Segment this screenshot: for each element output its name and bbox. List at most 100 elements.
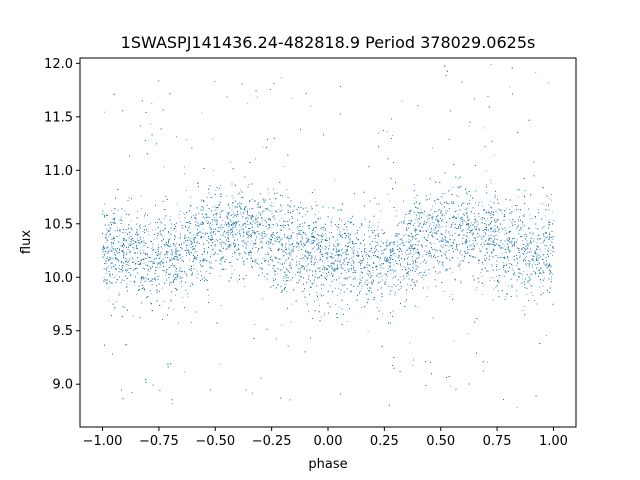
data-point [139,242,140,244]
data-point [490,182,492,184]
data-point [208,238,209,239]
data-point [271,205,272,207]
data-point [316,259,317,261]
data-point [340,267,342,268]
data-point [186,293,188,294]
data-point [345,234,347,236]
data-point [232,198,234,199]
data-point [323,284,324,286]
data-point [313,229,315,231]
data-point [488,240,490,241]
chart-title: 1SWASPJ141436.24-482818.9 Period 378029.… [121,33,536,52]
data-point [413,268,415,270]
data-point [388,260,390,262]
data-point [432,205,433,207]
data-point [508,285,509,287]
data-point [315,255,316,257]
data-point [256,231,258,233]
data-point [475,202,476,204]
data-point [494,245,495,247]
data-point [297,238,299,239]
data-point [460,269,461,271]
data-point [534,264,536,266]
data-point [526,294,528,295]
data-point [486,249,487,251]
data-point [533,238,535,240]
data-point [462,260,463,261]
data-point [525,253,527,254]
data-point [222,210,224,211]
data-point [529,261,531,263]
data-point [171,250,173,252]
data-point [186,255,188,256]
data-point [185,245,187,246]
data-point [501,213,503,215]
data-point [466,248,468,250]
data-point [526,256,528,258]
data-point [271,212,273,214]
data-point [482,222,483,224]
data-point [485,170,487,172]
data-point [108,287,110,289]
data-point [336,226,338,227]
data-point [219,226,221,228]
data-point [310,105,312,107]
data-point [301,266,303,268]
data-point [470,230,471,232]
data-point [247,231,249,233]
data-point [238,214,239,215]
data-point [522,214,524,216]
data-point [305,250,307,251]
data-point [261,238,263,240]
data-point [474,240,476,242]
data-point [333,279,335,281]
data-point [332,249,334,251]
data-point [408,222,410,224]
data-point [464,215,465,216]
data-point [289,219,290,221]
data-point [494,219,496,221]
data-point [407,273,409,274]
data-point [128,196,130,198]
data-point [505,271,507,272]
data-point [473,242,474,244]
data-point [129,242,131,244]
data-point [136,223,138,225]
data-point [114,217,116,219]
data-point [453,340,455,342]
data-point [122,256,124,258]
data-point [267,274,269,276]
data-point [431,235,433,236]
data-point [263,258,265,260]
data-point [482,285,484,287]
data-point [435,233,437,235]
data-point [271,260,273,261]
data-point [503,233,505,235]
data-point [380,292,382,294]
data-point [168,273,169,275]
data-point [117,227,119,229]
data-point [322,247,324,249]
data-point [207,252,209,254]
data-point [550,272,552,274]
data-point [417,222,419,223]
data-point [115,257,117,259]
data-point [142,231,144,233]
data-point [476,236,478,238]
data-point [428,287,429,289]
data-point [160,252,162,254]
data-point [199,262,201,264]
data-point [471,232,473,234]
data-point [211,221,213,223]
data-point [269,239,271,241]
data-point [345,277,347,279]
data-point [533,261,535,263]
data-point [317,261,318,263]
data-point [338,306,340,308]
data-point [279,263,281,265]
data-point [114,254,115,256]
data-point [494,231,496,233]
data-point [129,275,131,277]
data-point [341,250,342,252]
data-point [334,180,335,182]
